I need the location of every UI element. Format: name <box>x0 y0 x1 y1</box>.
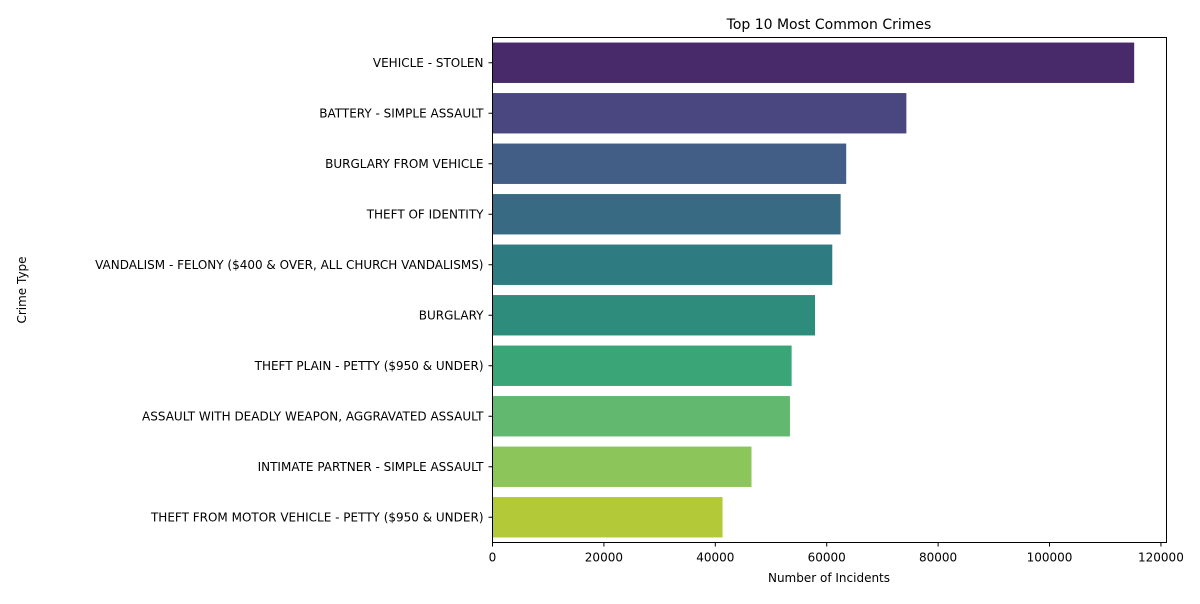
x-tick-label: 120000 <box>1138 551 1184 565</box>
bar <box>492 497 723 538</box>
y-tick-label: THEFT PLAIN - PETTY ($950 & UNDER) <box>254 359 484 373</box>
x-tick-label: 0 <box>489 551 497 565</box>
x-tick-label: 100000 <box>1027 551 1073 565</box>
bar <box>492 244 833 285</box>
x-axis-label: Number of Incidents <box>768 571 890 585</box>
x-axis-ticks: 0 20000 40000 60000 80000 100000 120000 <box>489 542 1184 565</box>
x-tick-label: 60000 <box>808 551 846 565</box>
bar <box>492 396 790 437</box>
y-tick-label: BURGLARY <box>419 308 484 322</box>
bars-layer <box>492 42 1135 538</box>
y-tick-label: ASSAULT WITH DEADLY WEAPON, AGGRAVATED A… <box>142 409 484 423</box>
chart-title: Top 10 Most Common Crimes <box>726 17 932 33</box>
bar <box>492 93 907 134</box>
bar <box>492 194 841 235</box>
y-tick-label: INTIMATE PARTNER - SIMPLE ASSAULT <box>258 460 485 474</box>
y-tick-label: THEFT FROM MOTOR VEHICLE - PETTY ($950 &… <box>150 510 484 524</box>
bar <box>492 345 792 386</box>
x-tick-label: 40000 <box>696 551 734 565</box>
plot-frame <box>492 37 1167 543</box>
y-tick-label: VANDALISM - FELONY ($400 & OVER, ALL CHU… <box>95 258 483 272</box>
y-tick-label: BURGLARY FROM VEHICLE <box>325 157 483 171</box>
y-tick-label: VEHICLE - STOLEN <box>373 56 484 70</box>
bar <box>492 446 752 487</box>
bar <box>492 42 1135 83</box>
x-tick-label: 20000 <box>585 551 623 565</box>
y-tick-label: THEFT OF IDENTITY <box>366 207 484 221</box>
bar <box>492 295 816 336</box>
y-axis-ticks: VEHICLE - STOLEN BATTERY - SIMPLE ASSAULT… <box>95 56 493 524</box>
x-tick-label: 80000 <box>919 551 957 565</box>
bar <box>492 143 847 184</box>
y-axis-label: Crime Type <box>15 256 29 323</box>
y-tick-label: BATTERY - SIMPLE ASSAULT <box>319 106 484 120</box>
